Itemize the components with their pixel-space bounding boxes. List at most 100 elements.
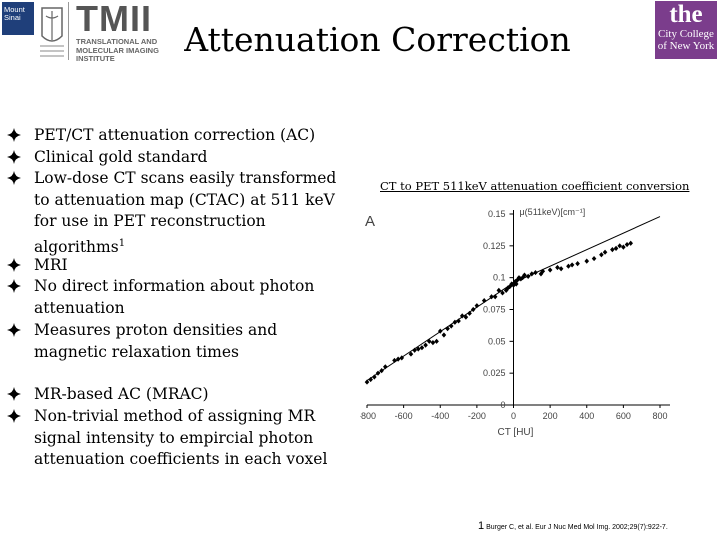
data-point [492,294,498,300]
mount-sinai-logo-text: Mount Sinai [4,5,25,22]
data-point [496,287,502,293]
fit-line [513,216,661,284]
data-point [423,342,428,348]
data-point [540,268,546,274]
diamond-bullet-icon [7,257,23,279]
data-point [558,266,564,272]
data-point [383,364,388,370]
bullet-text: MRI [34,256,68,274]
x-tick-label: 200 [543,411,558,421]
data-point [434,338,439,344]
data-point [430,340,436,346]
tmii-logo-title: TMII [76,0,152,39]
tmii-crest-icon [36,2,69,60]
footnote-number: 1 [478,520,485,532]
x-tick-label: 600 [616,411,631,421]
bullet-item: Clinical gold standard [7,147,352,169]
y-tick-label: 0.025 [483,368,506,378]
tmii-line-3: INSTITUTE [76,54,115,63]
bullet-text: Measures proton densities and magnetic r… [34,321,278,361]
data-point [514,277,520,283]
bullet-item: MRI [7,255,352,277]
bullet-item: Measures proton densities and magnetic r… [7,320,352,363]
slide-title: Attenuation Correction [184,20,571,59]
ccny-logo: the City College of New York [655,1,717,59]
data-point [555,264,560,271]
data-point [437,328,443,334]
scatter-chart: 0 0.025 0.05 0.075 0.1 0.125 0.15 -800 -600 -400 -… [360,207,670,438]
footnote-text: Burger C, et al. Eur J Nuc Med Mol Img. … [486,524,668,531]
data-point [379,368,384,374]
data-point [419,345,425,351]
diamond-bullet-icon [7,386,23,408]
data-point [518,276,524,282]
bullet-text: No direct information about photon atten… [34,277,315,317]
data-point [415,346,421,352]
data-point [503,287,509,293]
data-point [375,370,381,376]
y-tick-label: 0.125 [483,241,506,251]
bullet-item: Low-dose CT scans easily transformed to … [7,168,352,258]
data-point [500,290,505,296]
data-point [621,244,626,250]
data-point [533,269,538,276]
tmii-logo-subtitle: TRANSLATIONAL AND MOLECULAR IMAGING INST… [76,37,186,64]
bullet-text: Non-trivial method of assigning MR signa… [34,407,328,468]
data-point [613,245,619,251]
ccny-logo-name: City College of New York [655,28,717,52]
x-axis-label: CT [HU] [498,427,534,438]
data-point [628,240,633,246]
data-point [584,258,590,264]
footnote-ref: 1 [118,237,126,249]
diamond-bullet-icon [7,322,23,344]
ccny-line-2: of New York [657,40,715,52]
data-point [516,275,522,281]
bullet-text: PET/CT attenuation correction (AC) [34,126,316,144]
data-point [599,252,604,258]
diamond-bullet-icon [7,170,23,192]
data-point [412,347,417,353]
data-point [474,303,480,309]
x-tick-label: -400 [431,411,449,421]
data-point [547,267,553,273]
y-tick-label: 0 [500,400,505,410]
x-tick-label: -600 [395,411,413,421]
data-point [441,332,447,338]
diamond-bullet-icon [7,408,23,430]
chart-caption: CT to PET 511keV attenuation coefficient… [380,179,690,193]
y-tick-label: 0.15 [488,209,506,219]
data-point [489,294,494,300]
data-point [566,263,571,269]
data-point [448,323,454,329]
bullet-item: PET/CT attenuation correction (AC) [7,125,352,147]
bullet-text: Clinical gold standard [34,148,208,166]
ccny-line-1: City College [658,28,714,40]
ccny-logo-the: the [669,1,703,28]
data-point [368,376,373,383]
data-point [470,306,476,313]
y-axis-label: μ(511keV)[cm⁻¹] [520,207,586,217]
bullet-item: MR-based AC (MRAC) [7,384,352,406]
bullet-text: MR-based AC (MRAC) [34,385,209,403]
x-tick-label: -800 [360,411,376,421]
data-point [610,247,615,253]
data-point [617,243,623,249]
x-tick-label: -200 [468,411,486,421]
panel-label: A [365,213,375,230]
tmii-line-2: MOLECULAR IMAGING [76,45,159,55]
data-point [505,285,511,291]
data-point [513,281,519,287]
data-point [569,262,575,268]
x-tick-label: 800 [652,411,667,421]
data-point [525,273,531,279]
data-point [522,272,527,278]
bullet-item: No direct information about photon atten… [7,276,352,319]
data-point [392,357,397,364]
data-point [624,241,630,248]
data-point [456,318,461,324]
data-point [591,255,597,262]
bullet-item: Non-trivial method of assigning MR signa… [7,406,352,471]
tmii-logo: TMII TRANSLATIONAL AND MOLECULAR IMAGING… [76,0,186,64]
footnote: 1 Burger C, et al. Eur J Nuc Med Mol Img… [478,520,668,532]
y-tick-label: 0.075 [483,305,506,315]
